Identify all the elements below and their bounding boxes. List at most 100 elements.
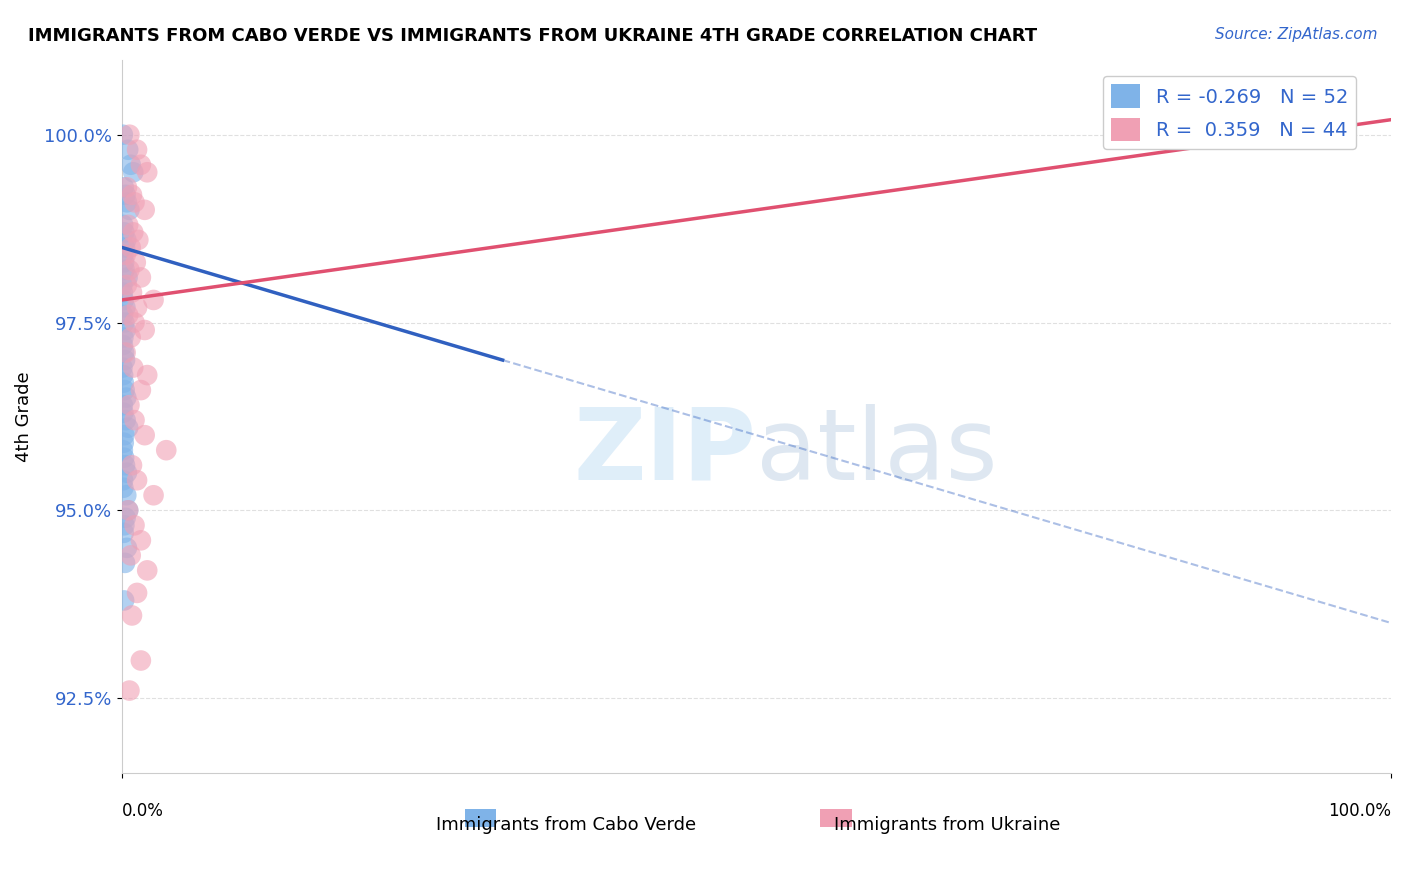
FancyBboxPatch shape — [464, 809, 496, 827]
Point — [114, 383, 136, 397]
Point — [114, 458, 136, 473]
Point — [155, 443, 177, 458]
Point — [121, 458, 143, 473]
Point — [114, 413, 136, 427]
Point — [124, 195, 146, 210]
Point — [117, 218, 139, 232]
Point — [134, 428, 156, 442]
Point — [134, 202, 156, 217]
Point — [114, 187, 136, 202]
Point — [112, 368, 135, 382]
Point — [114, 301, 136, 315]
Point — [129, 653, 152, 667]
Point — [112, 255, 135, 269]
Point — [142, 293, 165, 307]
Point — [120, 158, 142, 172]
Point — [117, 270, 139, 285]
Point — [124, 413, 146, 427]
Point — [114, 323, 136, 337]
Point — [125, 255, 148, 269]
Text: Immigrants from Cabo Verde: Immigrants from Cabo Verde — [436, 816, 696, 834]
Point — [114, 556, 136, 570]
Text: 0.0%: 0.0% — [122, 802, 163, 820]
Point — [112, 518, 135, 533]
Point — [111, 285, 134, 300]
Point — [114, 345, 136, 359]
Point — [118, 398, 141, 412]
Point — [142, 488, 165, 502]
Point — [120, 240, 142, 254]
Point — [125, 473, 148, 487]
Point — [111, 443, 134, 458]
Point — [134, 323, 156, 337]
Point — [111, 360, 134, 375]
Point — [125, 143, 148, 157]
Point — [112, 376, 135, 390]
Point — [122, 225, 145, 239]
Text: ZIP: ZIP — [574, 403, 756, 500]
Point — [112, 330, 135, 344]
Text: atlas: atlas — [756, 403, 998, 500]
Point — [115, 277, 138, 292]
Point — [117, 420, 139, 434]
Point — [112, 406, 135, 420]
Point — [115, 391, 138, 405]
Point — [117, 503, 139, 517]
Point — [125, 586, 148, 600]
Point — [118, 128, 141, 142]
Point — [121, 608, 143, 623]
Point — [115, 466, 138, 480]
Point — [124, 518, 146, 533]
Point — [115, 488, 138, 502]
Point — [114, 510, 136, 524]
Point — [117, 308, 139, 322]
Point — [129, 270, 152, 285]
Point — [115, 541, 138, 555]
Point — [111, 398, 134, 412]
Point — [112, 248, 135, 262]
Point — [136, 368, 159, 382]
Point — [112, 435, 135, 450]
Point — [112, 428, 135, 442]
Point — [129, 383, 152, 397]
Point — [115, 233, 138, 247]
Point — [112, 225, 135, 239]
Point — [121, 285, 143, 300]
Point — [118, 202, 141, 217]
Point — [114, 353, 136, 368]
Point — [114, 240, 136, 254]
Point — [112, 593, 135, 607]
Point — [111, 128, 134, 142]
Point — [111, 277, 134, 292]
Point — [127, 233, 149, 247]
Point — [112, 525, 135, 540]
Point — [136, 563, 159, 577]
Text: Source: ZipAtlas.com: Source: ZipAtlas.com — [1215, 27, 1378, 42]
Point — [112, 473, 135, 487]
Point — [112, 180, 135, 194]
Point — [120, 549, 142, 563]
Point — [118, 263, 141, 277]
FancyBboxPatch shape — [820, 809, 852, 827]
Point — [121, 187, 143, 202]
Point — [129, 158, 152, 172]
Point — [124, 316, 146, 330]
Point — [115, 180, 138, 194]
Legend: R = -0.269   N = 52, R =  0.359   N = 44: R = -0.269 N = 52, R = 0.359 N = 44 — [1104, 77, 1355, 149]
Point — [120, 330, 142, 344]
Point — [129, 533, 152, 548]
Point — [112, 308, 135, 322]
Point — [112, 218, 135, 232]
Text: IMMIGRANTS FROM CABO VERDE VS IMMIGRANTS FROM UKRAINE 4TH GRADE CORRELATION CHAR: IMMIGRANTS FROM CABO VERDE VS IMMIGRANTS… — [28, 27, 1038, 45]
Point — [115, 195, 138, 210]
Point — [122, 165, 145, 179]
Point — [114, 248, 136, 262]
Point — [117, 503, 139, 517]
Text: 100.0%: 100.0% — [1329, 802, 1391, 820]
Point — [112, 481, 135, 495]
Point — [112, 345, 135, 359]
Text: Immigrants from Ukraine: Immigrants from Ukraine — [834, 816, 1060, 834]
Y-axis label: 4th Grade: 4th Grade — [15, 371, 32, 462]
Point — [122, 360, 145, 375]
Point — [114, 263, 136, 277]
